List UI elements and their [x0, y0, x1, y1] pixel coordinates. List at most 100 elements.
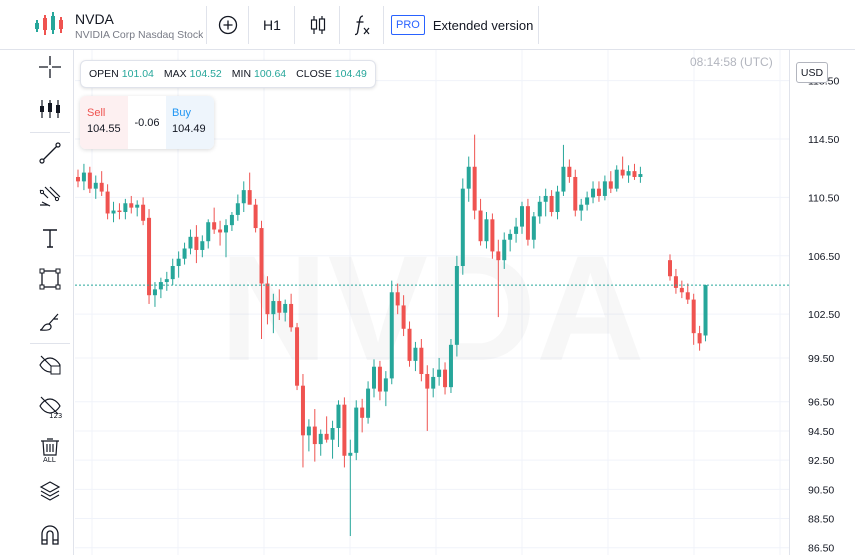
candle-body: [431, 376, 436, 389]
candle-body: [555, 191, 560, 213]
extended-version-button[interactable]: PRO Extended version: [391, 10, 536, 40]
candle-body: [265, 283, 270, 315]
svg-text:123: 123: [49, 412, 62, 419]
candle-body: [224, 225, 228, 233]
candle-body: [295, 327, 300, 386]
candle: [259, 220, 264, 339]
candle: [87, 166, 92, 194]
open-value: 101.04: [121, 68, 154, 80]
interval-button[interactable]: H1: [263, 17, 281, 33]
max-label: MAX: [163, 68, 187, 80]
candle-body: [448, 344, 453, 388]
candle-body: [247, 190, 252, 205]
candle-body: [614, 169, 619, 189]
candle-body: [330, 428, 335, 440]
indicators-button[interactable]: [347, 10, 377, 40]
chart-type-button[interactable]: [303, 10, 333, 40]
candle-body: [188, 236, 193, 249]
symbol-search[interactable]: NVDA NVIDIA Corp Nasdaq Stock: [75, 10, 205, 42]
candle: [668, 254, 672, 281]
brush-icon: [39, 313, 59, 331]
candle-body: [419, 347, 424, 375]
candle-body: [241, 190, 246, 204]
drawing-toolbar: 123 ALL: [0, 50, 74, 555]
candle: [141, 197, 146, 226]
candle-body: [679, 287, 684, 293]
candle: [585, 191, 590, 211]
candle: [289, 293, 294, 332]
price-tick-label: 90.50: [808, 484, 834, 496]
candle: [632, 163, 637, 180]
candle: [164, 271, 169, 291]
rectangle-tool[interactable]: [34, 263, 66, 295]
price-scale[interactable]: 118.50114.50110.50106.50102.5099.5096.50…: [789, 50, 855, 555]
candle-body: [573, 176, 578, 211]
max-value: 104.52: [189, 68, 222, 80]
delete-all-icon: ALL: [41, 438, 59, 463]
candle: [520, 201, 524, 234]
candle: [638, 166, 643, 183]
candle-body: [176, 258, 181, 267]
candle-layer: [76, 134, 708, 537]
sell-button[interactable]: Sell 104.55: [80, 96, 128, 149]
candle: [312, 409, 317, 462]
candle-body: [129, 203, 134, 208]
layers-tool[interactable]: [34, 475, 66, 507]
candle-body: [123, 203, 128, 213]
candle-body: [76, 176, 80, 182]
delete-all-tool[interactable]: ALL: [34, 434, 66, 466]
candle-body: [626, 171, 631, 176]
candle: [466, 156, 471, 202]
candle-body: [336, 404, 341, 429]
indicators-tool[interactable]: [34, 93, 66, 125]
candle-body: [703, 285, 708, 336]
candle-body: [111, 210, 116, 214]
candle-body: [395, 292, 400, 306]
sell-price: 104.55: [87, 123, 121, 135]
candle: [389, 280, 394, 385]
candle: [478, 198, 483, 246]
currency-selector[interactable]: USD: [796, 62, 828, 83]
magnet-tool[interactable]: [34, 519, 66, 551]
text-tool[interactable]: [34, 222, 66, 254]
candle-body: [212, 222, 217, 230]
candle: [253, 198, 258, 233]
candle-body: [620, 169, 625, 176]
candle: [336, 400, 341, 447]
candle: [241, 181, 246, 213]
fib-tool[interactable]: [34, 180, 66, 212]
price-tick-label: 86.50: [808, 543, 834, 555]
candle: [614, 165, 619, 192]
candle: [277, 289, 282, 321]
candle: [271, 293, 276, 334]
close-value: 104.49: [334, 68, 367, 80]
hide-drawings-tool[interactable]: [34, 349, 66, 381]
candle-body: [164, 279, 169, 283]
candle-body: [525, 206, 530, 240]
candles-icon: [310, 16, 326, 34]
candle-body: [697, 333, 702, 344]
candle: [247, 172, 252, 205]
candle-body: [401, 305, 406, 329]
brush-tool[interactable]: [34, 306, 66, 338]
candle-body: [673, 276, 678, 288]
header-divider: [538, 6, 539, 44]
buy-button[interactable]: Buy 104.49: [166, 96, 214, 149]
candle-body: [502, 239, 507, 261]
layers-icon: [39, 481, 61, 501]
symbol-description: NVIDIA Corp Nasdaq Stock: [75, 29, 203, 41]
candle: [591, 181, 596, 204]
hide-indicators-tool[interactable]: 123: [34, 391, 66, 423]
crosshair-tool[interactable]: [34, 51, 66, 83]
candle: [703, 284, 708, 342]
candle: [147, 209, 152, 304]
candle: [295, 322, 300, 391]
candle-body: [585, 197, 590, 205]
rectangle-icon: [39, 268, 61, 290]
candle-body: [259, 228, 264, 284]
compare-symbol-button[interactable]: [213, 10, 243, 40]
candle-body: [520, 206, 524, 227]
trendline-tool[interactable]: [34, 137, 66, 169]
candle-body: [691, 299, 696, 334]
candle: [111, 201, 116, 223]
